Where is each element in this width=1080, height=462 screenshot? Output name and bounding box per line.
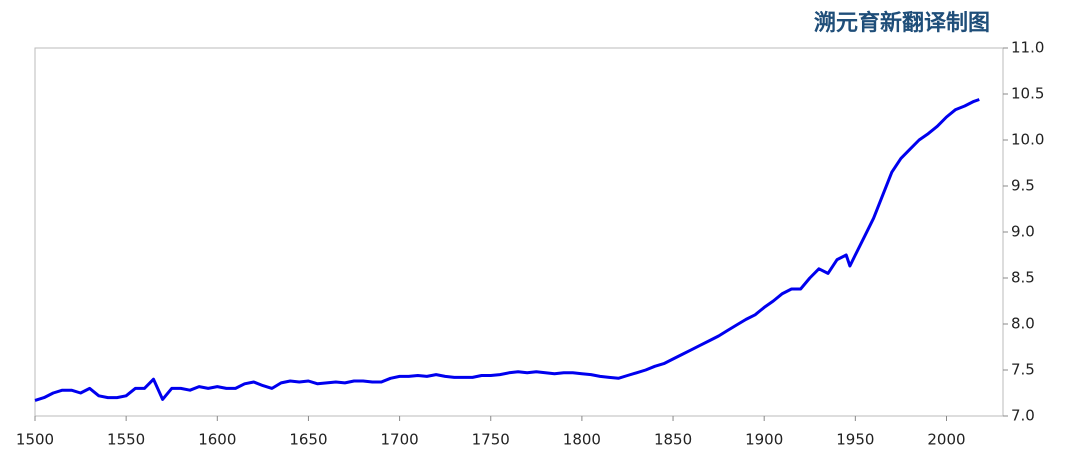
y-tick-label: 8.0	[1011, 315, 1035, 333]
y-tick-label: 7.5	[1011, 361, 1035, 379]
y-tick-label: 7.0	[1011, 407, 1035, 425]
x-tick-label: 1500	[16, 431, 54, 449]
line-series	[34, 98, 980, 402]
chart-title: 溯元育新翻译制图	[814, 10, 990, 36]
y-tick-label: 10.5	[1011, 85, 1044, 103]
x-tick-label: 1550	[107, 431, 145, 449]
x-tick-label: 1850	[654, 431, 692, 449]
y-tick-label: 10.0	[1011, 131, 1044, 149]
x-tick-label: 1950	[836, 431, 874, 449]
x-tick-label: 1750	[472, 431, 510, 449]
y-tick-label: 8.5	[1011, 269, 1035, 287]
x-tick-label: 1800	[563, 431, 601, 449]
plot-frame	[34, 47, 1004, 417]
y-tick-label: 11.0	[1011, 39, 1044, 57]
y-tick-label: 9.0	[1011, 223, 1035, 241]
x-tick-label: 2000	[927, 431, 965, 449]
x-tick-label: 1700	[381, 431, 419, 449]
y-tick-label: 9.5	[1011, 177, 1035, 195]
x-tick-label: 1600	[198, 431, 236, 449]
x-tick-label: 1900	[745, 431, 783, 449]
x-tick-label: 1650	[289, 431, 327, 449]
